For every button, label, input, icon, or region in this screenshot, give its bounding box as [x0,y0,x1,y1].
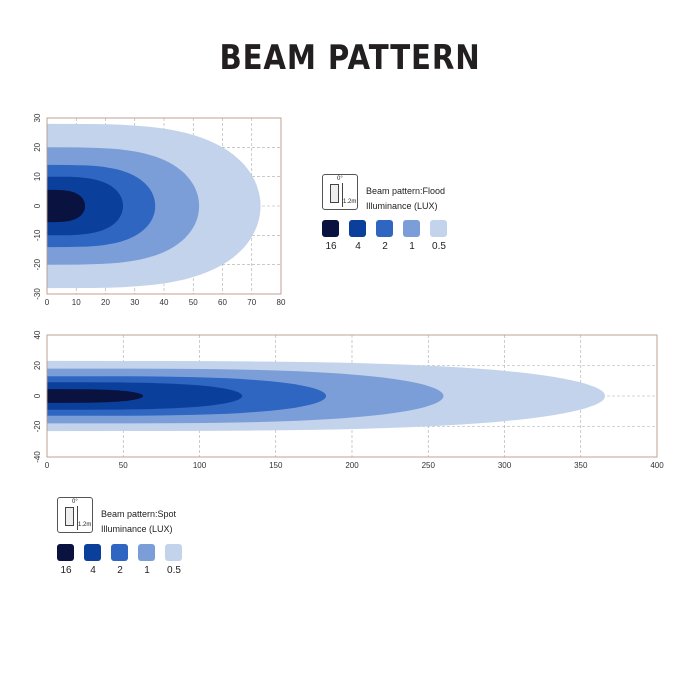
chart0-x-tick-label: 50 [189,298,198,307]
chart1-y-tick-label: 40 [33,330,42,339]
legend-level-label: 4 [90,565,96,576]
chart0-x-tick-label: 30 [130,298,139,307]
legend-level-label: 16 [60,565,72,576]
chart1-x-tick-label: 200 [345,461,359,470]
chart0-x-tick-label: 70 [247,298,256,307]
chart1-y-tick-label: -40 [33,451,42,463]
lamp-height-icon: 0° 1.2m [57,497,93,533]
icon-height-label: 1.2m [343,199,357,205]
legend-pattern-label: Beam pattern:Flood [366,186,446,196]
chart1-x-tick-label: 0 [45,461,50,470]
chart1-x-tick-label: 350 [574,461,588,470]
legend-level-label: 4 [355,241,361,252]
chart1-y-tick-label: 0 [33,393,42,398]
chart1-contour-16 [47,389,144,403]
legend-level-label: 2 [117,565,123,576]
legend-level-label: 0.5 [432,241,446,252]
chart1-y-tick-label: -20 [33,420,42,432]
chart0-contour-16 [47,189,85,223]
page-title: BEAM PATTERN [219,38,481,78]
chart0-y-tick-label: 20 [33,142,42,151]
legend-units-label: Illuminance (LUX) [101,524,173,534]
legend-swatch-4 [349,220,366,237]
chart0-plot-frame [46,117,282,295]
legend-swatch-2 [111,544,128,561]
chart1-plot-frame [46,334,658,458]
chart1-x-tick-label: 100 [193,461,207,470]
chart1-x-tick-label: 50 [119,461,128,470]
chart1-x-tick-label: 400 [650,461,664,470]
chart0-x-tick-label: 40 [160,298,169,307]
chart0-x-tick-label: 0 [45,298,50,307]
legend-swatch-0_5 [165,544,182,561]
legend-swatch-4 [84,544,101,561]
chart0-x-tick-label: 10 [72,298,81,307]
legend-level-label: 1 [409,241,415,252]
chart0-x-tick-label: 20 [101,298,110,307]
legend-level-label: 2 [382,241,388,252]
legend-level-label: 1 [144,565,150,576]
legend-level-label: 16 [325,241,337,252]
legend-units-label: Illuminance (LUX) [366,201,438,211]
chart1-x-tick-label: 300 [498,461,512,470]
legend-level-label: 0.5 [167,565,181,576]
legend-swatch-1 [138,544,155,561]
legend-swatch-0_5 [430,220,447,237]
chart0-y-tick-label: -30 [33,288,42,300]
legend-swatch-16 [322,220,339,237]
chart0-y-tick-label: 30 [33,113,42,122]
chart0-x-tick-label: 80 [277,298,286,307]
chart1-x-tick-label: 250 [422,461,436,470]
chart0-y-tick-label: -10 [33,229,42,241]
chart1-x-tick-label: 150 [269,461,283,470]
icon-height-label: 1.2m [78,522,92,528]
legend-swatch-16 [57,544,74,561]
legend-swatch-1 [403,220,420,237]
chart0-y-tick-label: -20 [33,258,42,270]
legend-pattern-label: Beam pattern:Spot [101,509,177,519]
legend-swatch-2 [376,220,393,237]
chart0-x-tick-label: 60 [218,298,227,307]
icon-angle-label: 0° [72,499,78,505]
icon-angle-label: 0° [337,176,343,182]
lamp-height-icon: 0° 1.2m [322,174,358,210]
chart0-y-tick-label: 0 [33,203,42,208]
chart1-contour-4 [47,382,243,410]
chart0-y-tick-label: 10 [33,172,42,181]
chart1-y-tick-label: 20 [33,361,42,370]
